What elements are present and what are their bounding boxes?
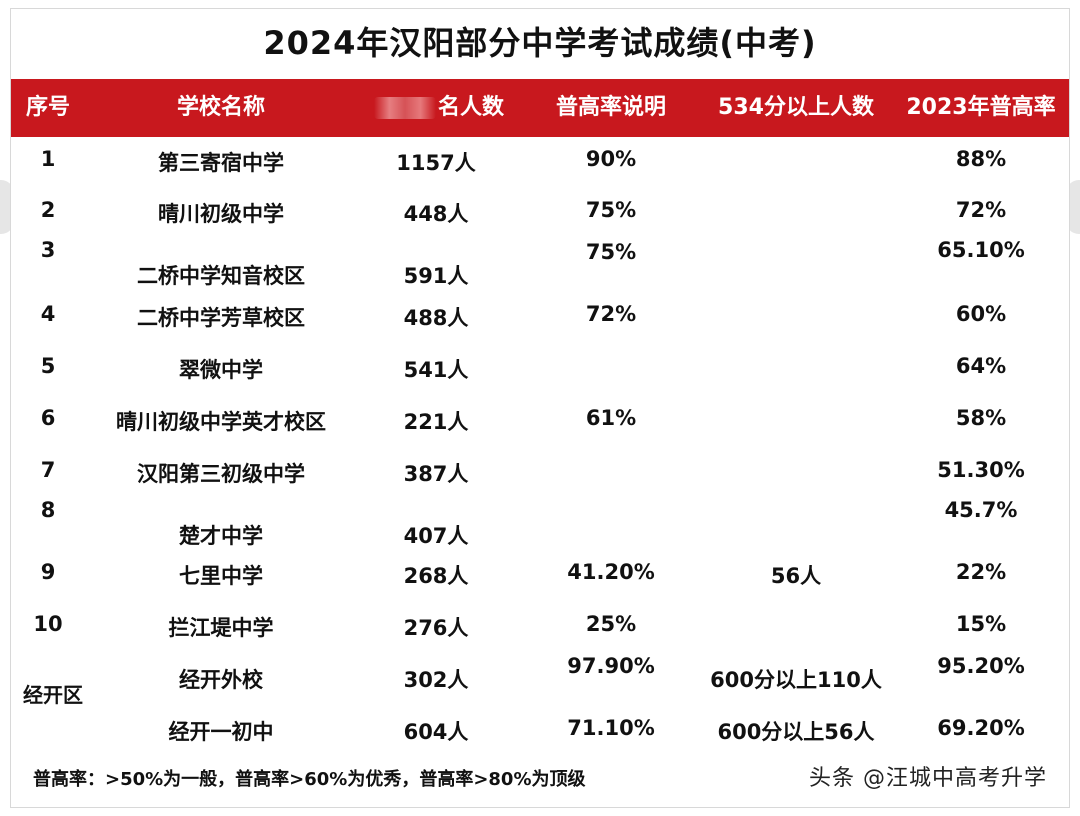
cell-rate-2023: 72%	[955, 198, 1007, 222]
cell-above-534: 56人	[770, 564, 822, 588]
table-row: 7 汉阳第三初级中学 387人 51.30%	[11, 444, 1069, 496]
table-row: 经开一初中 604人 71.10% 600分以上56人 69.20%	[11, 702, 1069, 754]
cell-rate-2023: 69.20%	[937, 716, 1025, 740]
cell-rate-2023: 58%	[955, 406, 1007, 430]
header-index: 序号	[25, 95, 70, 120]
table-row: 经开外校 302人 97.90% 600分以上110人 95.20%	[11, 650, 1069, 702]
cell-count: 1157人	[396, 151, 476, 175]
cell-school: 二桥中学知音校区	[137, 264, 305, 288]
table-row: 9 七里中学 268人 41.20% 56人 22%	[11, 546, 1069, 598]
header-above-534: 534分以上人数	[718, 95, 874, 120]
cell-school: 楚才中学	[179, 524, 263, 548]
cell-index: 2	[40, 198, 56, 222]
cell-rate-2023: 65.10%	[937, 238, 1025, 262]
cell-rate: 61%	[585, 406, 637, 430]
cell-school: 汉阳第三初级中学	[137, 462, 305, 486]
cell-index: 3	[40, 238, 56, 262]
cell-rate: 75%	[585, 198, 637, 222]
table-row: 2 晴川初级中学 448人 75% 72%	[11, 184, 1069, 236]
footer-note: 普高率：>50%为一般，普高率>60%为优秀，普高率>80%为顶级	[33, 769, 586, 790]
cell-count: 407人	[403, 524, 469, 548]
cell-rate-2023: 45.7%	[944, 498, 1018, 522]
cell-school: 晴川初级中学英才校区	[116, 410, 326, 434]
cell-rate: 90%	[585, 147, 637, 171]
cell-rate-2023: 60%	[955, 302, 1007, 326]
cell-rate: 41.20%	[567, 560, 655, 584]
cell-school: 七里中学	[179, 564, 263, 588]
blurred-text	[373, 97, 436, 119]
header-rate-note: 普高率说明	[555, 95, 666, 120]
cell-school: 经开一初中	[168, 720, 274, 744]
cell-count: 591人	[403, 264, 469, 288]
cell-school: 拦江堤中学	[168, 616, 274, 640]
cell-index: 1	[40, 147, 56, 171]
table-title: 2024年汉阳部分中学考试成绩(中考)	[263, 24, 817, 62]
cell-index: 10	[33, 612, 63, 636]
cell-index: 9	[40, 560, 56, 584]
cell-above-534: 600分以上110人	[710, 668, 882, 692]
cell-count: 268人	[403, 564, 469, 588]
table-row: 1 第三寄宿中学 1157人 90% 88%	[11, 133, 1069, 185]
cell-rate-2023: 64%	[955, 354, 1007, 378]
cell-above-534: 600分以上56人	[717, 720, 875, 744]
header-school: 学校名称	[176, 95, 265, 120]
zone-label: 经开区	[23, 683, 83, 707]
table-row: 6 晴川初级中学英才校区 221人 61% 58%	[11, 392, 1069, 444]
header-rate-2023: 2023年普高率	[906, 95, 1056, 120]
table-row: 3 二桥中学知音校区 591人 75% 65.10%	[11, 236, 1069, 288]
cell-count: 302人	[403, 668, 469, 692]
cell-index: 7	[40, 458, 56, 482]
cell-count: 488人	[403, 306, 469, 330]
cell-index: 8	[40, 498, 56, 522]
table-row: 10 拦江堤中学 276人 25% 15%	[11, 598, 1069, 650]
cell-rate: 75%	[585, 240, 637, 264]
table-row: 4 二桥中学芳草校区 488人 72% 60%	[11, 288, 1069, 340]
cell-rate: 25%	[585, 612, 637, 636]
table-header: 序号 学校名称 名人数 普高率说明 534分以上人数 2023年普高率	[11, 79, 1069, 137]
cell-count: 448人	[403, 202, 469, 226]
watermark: 头条 @汪城中高考升学	[809, 766, 1047, 791]
cell-count: 221人	[403, 410, 469, 434]
cell-count: 541人	[403, 358, 469, 382]
header-count: 名人数	[359, 79, 519, 137]
cell-school: 经开外校	[179, 668, 263, 692]
cell-school: 二桥中学芳草校区	[137, 306, 305, 330]
cell-rate-2023: 95.20%	[937, 654, 1025, 678]
score-table-image: 2024年汉阳部分中学考试成绩(中考) 序号 学校名称 名人数 普高率说明 53…	[10, 8, 1070, 808]
cell-school: 晴川初级中学	[158, 202, 284, 226]
cell-rate-2023: 51.30%	[937, 458, 1025, 482]
cell-count: 387人	[403, 462, 469, 486]
table-row: 5 翠微中学 541人 64%	[11, 340, 1069, 392]
cell-index: 4	[40, 302, 56, 326]
cell-rate: 97.90%	[567, 654, 655, 678]
cell-count: 276人	[403, 616, 469, 640]
cell-rate-2023: 15%	[955, 612, 1007, 636]
table-row: 8 楚才中学 407人 45.7%	[11, 496, 1069, 548]
cell-rate-2023: 22%	[955, 560, 1007, 584]
cell-rate: 71.10%	[567, 716, 655, 740]
cell-index: 6	[40, 406, 56, 430]
header-count-label: 名人数	[437, 95, 504, 120]
cell-rate-2023: 88%	[955, 147, 1007, 171]
cell-school: 翠微中学	[179, 358, 263, 382]
cell-index: 5	[40, 354, 56, 378]
cell-rate: 72%	[585, 302, 637, 326]
cell-school: 第三寄宿中学	[158, 151, 284, 175]
cell-count: 604人	[403, 720, 469, 744]
